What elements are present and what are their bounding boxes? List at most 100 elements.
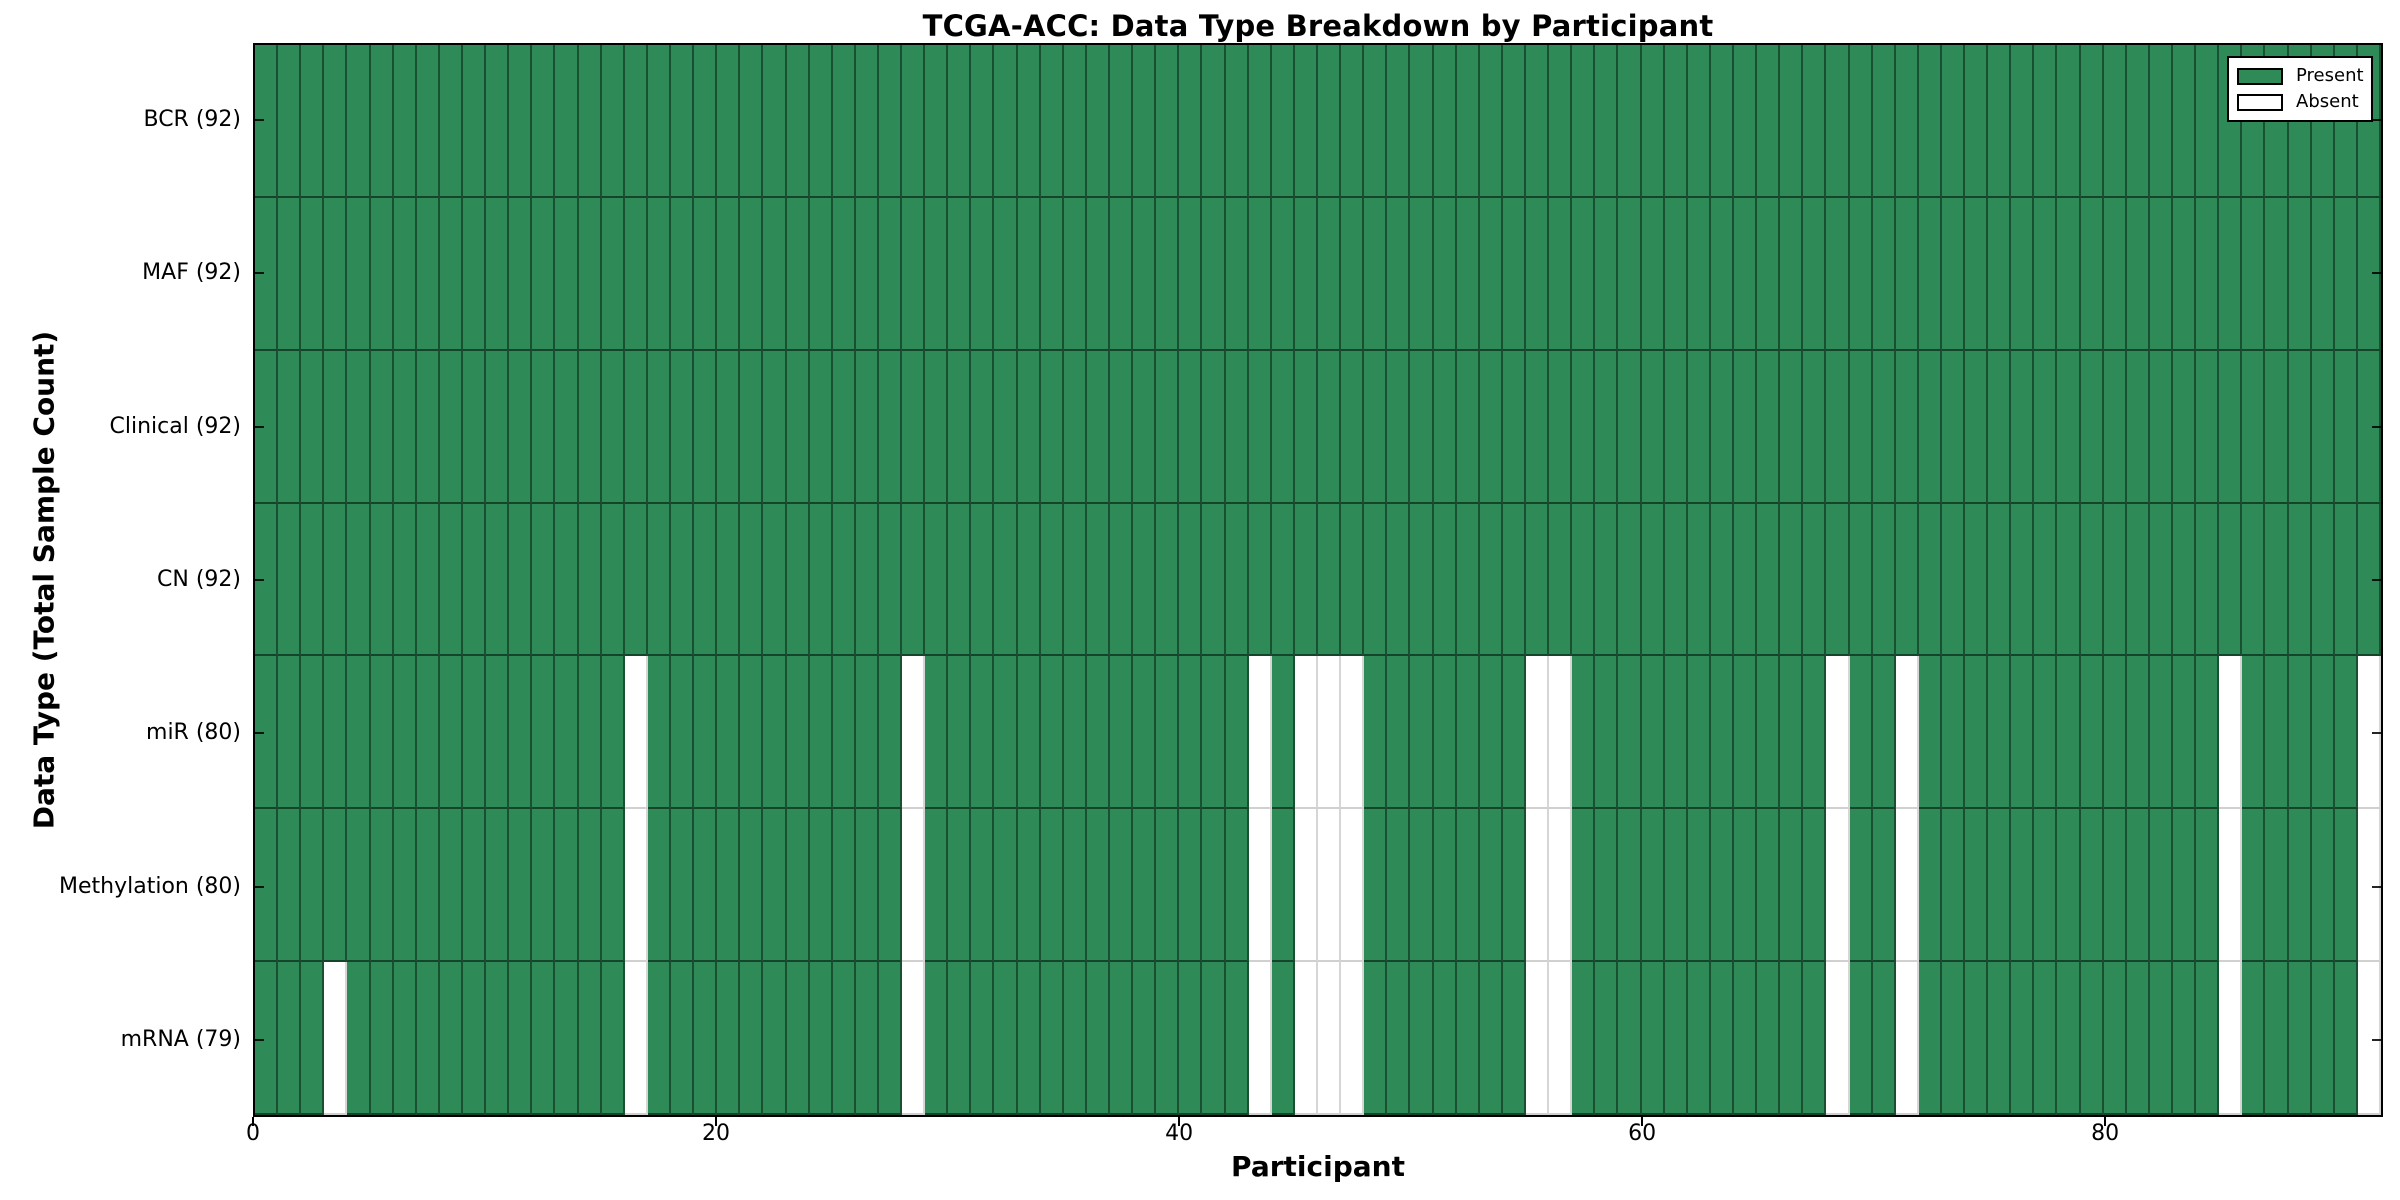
cell-present	[1456, 45, 1480, 198]
cell-present	[255, 197, 279, 351]
cell-present	[1294, 45, 1318, 198]
cell-present	[1271, 656, 1295, 810]
cell-present	[1549, 503, 1573, 657]
cell-present	[740, 197, 764, 351]
cell-present	[925, 809, 949, 963]
cell-present	[647, 962, 671, 1115]
cell-present	[1965, 503, 1989, 657]
cell-present	[1595, 809, 1619, 963]
cell-present	[462, 809, 487, 963]
cell-present	[1387, 503, 1411, 657]
cell-present	[2334, 197, 2358, 351]
cell-present	[1849, 45, 1873, 198]
x-tick-mark	[1641, 1117, 1644, 1126]
heatmap-row-Clinical	[255, 350, 2381, 504]
cell-absent	[2219, 809, 2243, 963]
cell-present	[1086, 503, 1111, 657]
cell-present	[670, 45, 695, 198]
cell-absent	[1549, 656, 1573, 810]
cell-present	[1179, 809, 1203, 963]
cell-present	[1271, 809, 1295, 963]
cell-present	[555, 197, 579, 351]
cell-present	[717, 656, 741, 810]
cell-present	[647, 197, 671, 351]
cell-present	[1318, 350, 1342, 504]
cell-present	[2149, 809, 2174, 963]
cell-present	[509, 503, 533, 657]
cell-present	[1086, 962, 1111, 1115]
cell-present	[486, 197, 510, 351]
cell-present	[1664, 809, 1688, 963]
cell-present	[1733, 197, 1758, 351]
cell-present	[1040, 45, 1064, 198]
y-tick-label: Clinical (92)	[109, 413, 241, 439]
cell-present	[416, 656, 440, 810]
y-tick-mark	[2372, 272, 2381, 275]
cell-present	[1202, 197, 1226, 351]
cell-present	[1156, 503, 1180, 657]
y-tick-mark	[255, 579, 264, 581]
cell-present	[1271, 350, 1295, 504]
cell-present	[1433, 809, 1457, 963]
cell-present	[971, 503, 995, 657]
cell-present	[1525, 45, 1550, 198]
cell-present	[1664, 962, 1688, 1115]
cell-present	[347, 809, 371, 963]
cell-present	[1780, 809, 1804, 963]
cell-present	[324, 45, 348, 198]
cell-present	[1572, 656, 1596, 810]
cell-present	[532, 809, 556, 963]
cell-present	[2265, 809, 2289, 963]
cell-present	[1456, 809, 1480, 963]
cell-absent	[902, 809, 926, 963]
cell-present	[1641, 503, 1665, 657]
cell-absent	[1525, 809, 1550, 963]
y-tick-mark	[255, 1039, 264, 1042]
cell-present	[2242, 656, 2266, 810]
cell-present	[994, 503, 1018, 657]
cell-present	[740, 45, 764, 198]
cell-present	[2126, 45, 2150, 198]
cell-absent	[624, 962, 648, 1115]
cell-present	[624, 503, 648, 657]
cell-present	[2173, 656, 2197, 810]
cell-present	[1872, 656, 1896, 810]
cell-present	[1941, 503, 1966, 657]
legend-item-absent: Absent	[2237, 91, 2365, 113]
cell-present	[2288, 197, 2312, 351]
cell-present	[255, 350, 279, 504]
x-tick-mark	[1178, 1117, 1181, 1126]
cell-present	[1271, 197, 1295, 351]
cell-present	[324, 809, 348, 963]
cell-present	[1988, 350, 2012, 504]
cell-present	[1479, 45, 1503, 198]
cell-present	[1895, 45, 1919, 198]
cell-present	[1318, 503, 1342, 657]
cell-present	[786, 503, 810, 657]
cell-present	[1133, 503, 1157, 657]
cell-present	[809, 656, 833, 810]
cell-present	[809, 197, 833, 351]
cell-present	[694, 197, 718, 351]
cell-present	[1364, 503, 1388, 657]
cell-present	[2219, 503, 2243, 657]
cell-present	[1502, 350, 1526, 504]
cell-absent	[1294, 656, 1318, 810]
cell-present	[2011, 962, 2035, 1115]
cell-present	[601, 656, 625, 810]
cell-present	[717, 350, 741, 504]
cell-present	[1133, 809, 1157, 963]
cell-absent	[1895, 962, 1919, 1115]
cell-present	[994, 45, 1018, 198]
cell-present	[786, 656, 810, 810]
cell-present	[393, 503, 417, 657]
cell-present	[2057, 503, 2081, 657]
cell-present	[1618, 197, 1642, 351]
cell-present	[2311, 503, 2335, 657]
cell-absent	[1826, 809, 1850, 963]
cell-absent	[1248, 656, 1272, 810]
y-tick-mark	[255, 272, 264, 275]
cell-present	[1872, 809, 1896, 963]
cell-present	[2173, 962, 2197, 1115]
cell-present	[740, 962, 764, 1115]
